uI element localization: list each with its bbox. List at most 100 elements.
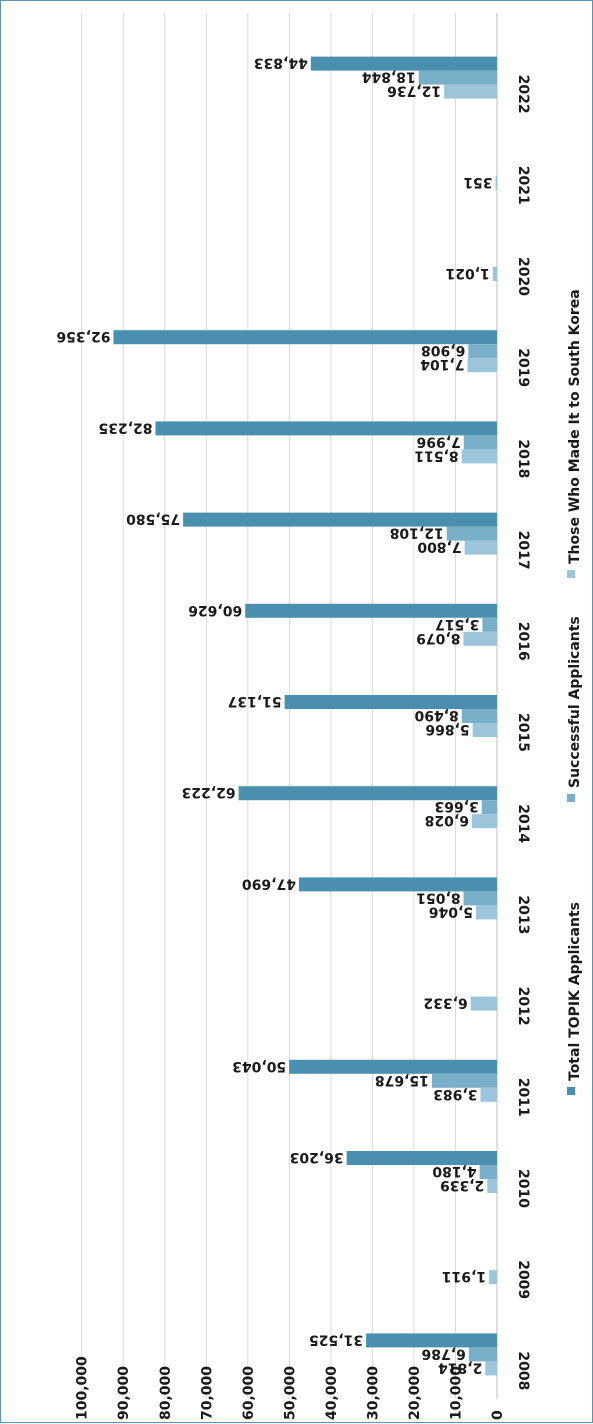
data-label: 6,786 bbox=[422, 1345, 466, 1361]
bar bbox=[310, 56, 497, 71]
bar bbox=[468, 344, 497, 359]
legend-label: Total TOPIK Applicants bbox=[567, 902, 583, 1081]
bar bbox=[238, 786, 497, 801]
bar bbox=[284, 695, 497, 709]
value-tick-label: 80,000 bbox=[158, 1366, 174, 1420]
category-label: 2010 bbox=[515, 1169, 531, 1208]
data-label: 18,844 bbox=[361, 69, 415, 85]
bar bbox=[245, 603, 497, 618]
bar bbox=[461, 709, 497, 723]
value-tick-label: 40,000 bbox=[324, 1366, 340, 1420]
bar bbox=[183, 512, 497, 527]
data-label: 92,356 bbox=[56, 328, 110, 344]
value-tick-label: 20,000 bbox=[407, 1366, 423, 1420]
bar bbox=[495, 175, 497, 190]
data-label: 7,996 bbox=[416, 433, 460, 449]
category-label: 2019 bbox=[515, 348, 531, 387]
data-label: 3,983 bbox=[433, 1086, 477, 1102]
category-label: 2020 bbox=[515, 257, 531, 296]
bar bbox=[366, 1333, 497, 1348]
category-label: 2011 bbox=[515, 1078, 531, 1117]
bar bbox=[471, 814, 497, 829]
data-label: 5,866 bbox=[425, 721, 469, 737]
data-label: 4,180 bbox=[432, 1163, 477, 1179]
data-label: 15,678 bbox=[375, 1072, 429, 1088]
data-labels: 31,525 36,203 50,043 47,690 62,223 51,137 60,6… bbox=[56, 55, 492, 1376]
category-label: 2018 bbox=[515, 439, 531, 478]
data-label: 51,137 bbox=[228, 693, 282, 709]
data-label: 6,332 bbox=[423, 995, 467, 1011]
data-label: 2,339 bbox=[440, 1177, 484, 1193]
bar bbox=[461, 449, 497, 464]
bar bbox=[472, 723, 497, 737]
data-label: 5,046 bbox=[429, 903, 473, 919]
data-label: 2,814 bbox=[438, 1359, 483, 1375]
value-tick-label: 70,000 bbox=[199, 1366, 215, 1420]
data-label: 6,908 bbox=[421, 342, 465, 358]
data-label: 82,235 bbox=[98, 419, 152, 435]
category-label: 2016 bbox=[515, 622, 531, 661]
bar bbox=[298, 877, 497, 892]
data-label: 7,104 bbox=[420, 356, 465, 372]
value-tick-label: 60,000 bbox=[241, 1366, 257, 1420]
bar bbox=[444, 84, 497, 99]
bar bbox=[468, 1347, 497, 1362]
bar bbox=[476, 905, 497, 920]
bar bbox=[470, 996, 497, 1011]
category-label: 2021 bbox=[515, 166, 531, 205]
bar bbox=[467, 358, 497, 373]
bar bbox=[479, 1165, 497, 1179]
data-label: 1,021 bbox=[445, 265, 489, 281]
value-tick-label: 0 bbox=[490, 1410, 506, 1420]
bar bbox=[155, 421, 498, 436]
bar bbox=[113, 330, 498, 345]
data-label: 50,043 bbox=[232, 1058, 286, 1074]
bar bbox=[487, 1179, 497, 1193]
bar bbox=[431, 1073, 497, 1088]
data-label: 3,517 bbox=[435, 616, 479, 632]
legend-swatch bbox=[567, 794, 575, 802]
data-label: 8,511 bbox=[414, 447, 458, 463]
data-label: 47,690 bbox=[242, 875, 296, 891]
category-label: 2022 bbox=[515, 75, 531, 114]
data-label: 8,490 bbox=[414, 707, 459, 723]
category-label: 2009 bbox=[515, 1260, 531, 1299]
legend-swatch bbox=[567, 570, 575, 578]
legend-swatch bbox=[567, 1087, 575, 1095]
bar bbox=[481, 800, 497, 815]
value-tick-label: 10,000 bbox=[448, 1366, 464, 1420]
bar bbox=[418, 70, 497, 85]
bar bbox=[463, 631, 497, 646]
data-label: 60,626 bbox=[188, 602, 242, 618]
bar bbox=[446, 526, 497, 541]
data-label: 44,833 bbox=[254, 55, 308, 71]
data-label: 12,108 bbox=[390, 525, 444, 541]
value-tick-labels: 0 10,000 20,000 30,000 40,000 50,000 60,000 70,… bbox=[75, 1356, 506, 1420]
data-label: 8,051 bbox=[416, 889, 460, 905]
value-tick-label: 30,000 bbox=[365, 1366, 381, 1420]
data-label: 6,028 bbox=[425, 812, 469, 828]
bar bbox=[489, 1270, 497, 1285]
data-label: 12,736 bbox=[387, 83, 441, 99]
bar bbox=[346, 1151, 497, 1165]
data-label: 351 bbox=[463, 174, 492, 190]
value-tick-label: 90,000 bbox=[116, 1366, 132, 1420]
legend-label: Those Who Made It to South Korea bbox=[567, 289, 583, 564]
data-label: 8,079 bbox=[416, 630, 460, 646]
bar bbox=[480, 1087, 497, 1102]
category-label: 2017 bbox=[515, 531, 531, 570]
bar bbox=[485, 1361, 497, 1376]
category-label: 2008 bbox=[515, 1351, 531, 1390]
data-label: 7,800 bbox=[417, 539, 462, 555]
category-labels: 2008 2009 2010 2011 2012 2013 2014 2015 2016 2017… bbox=[515, 75, 531, 1391]
bars bbox=[113, 56, 498, 1376]
category-label: 2013 bbox=[515, 895, 531, 934]
legend: Total TOPIK Applicants Successful Applica… bbox=[567, 289, 583, 1095]
legend-label: Successful Applicants bbox=[567, 616, 583, 788]
data-label: 36,203 bbox=[290, 1149, 344, 1165]
bar bbox=[289, 1059, 497, 1074]
data-label: 31,525 bbox=[309, 1331, 363, 1347]
bar bbox=[463, 891, 497, 906]
